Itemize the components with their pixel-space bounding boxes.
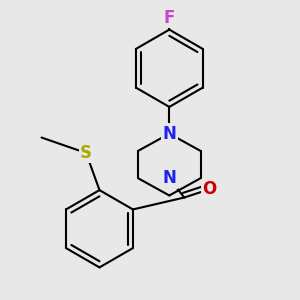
Text: N: N	[162, 125, 176, 143]
Text: S: S	[80, 144, 92, 162]
Text: O: O	[202, 180, 217, 198]
Text: F: F	[164, 9, 175, 27]
Text: N: N	[162, 169, 176, 187]
